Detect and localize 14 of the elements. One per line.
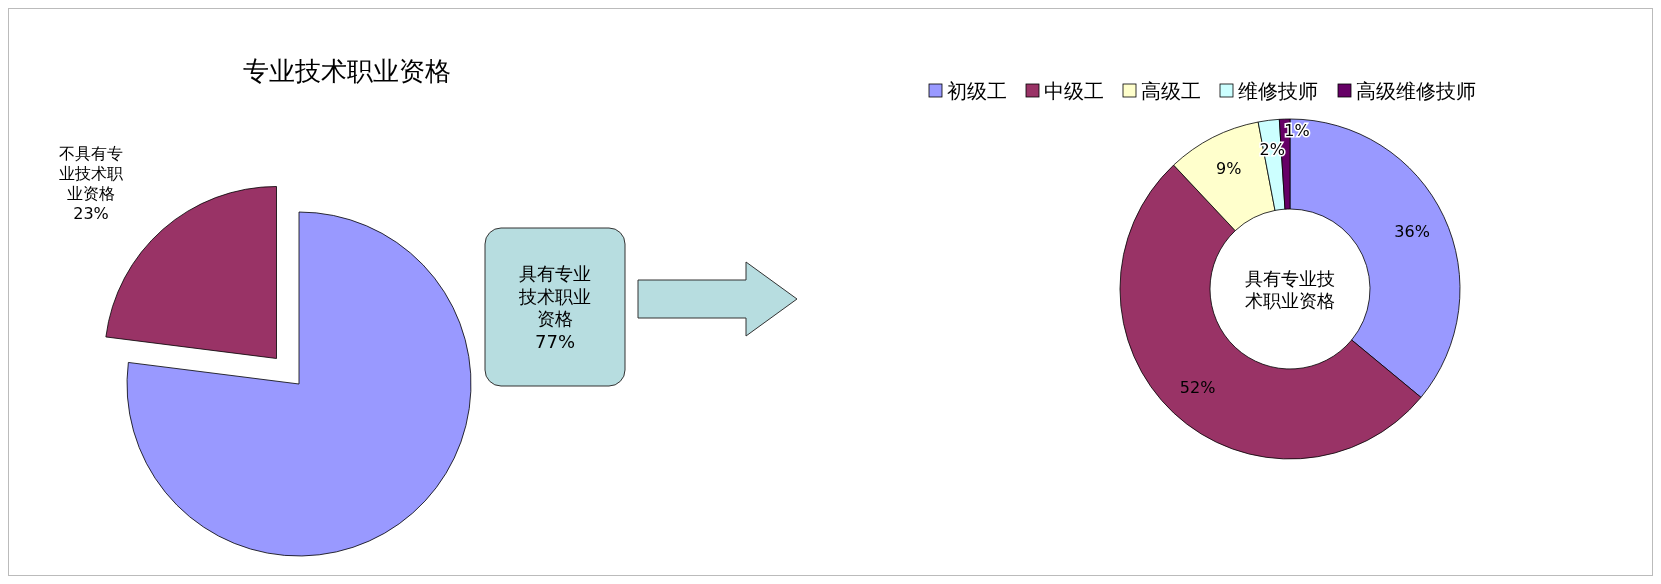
data-label: 23% [73,203,109,223]
slice-label: 具有专业技术职业资格 [518,262,591,329]
legend-label: 高级维修技师 [1356,79,1476,103]
legend-label: 初级工 [947,79,1007,103]
text: 具有专业技术职业资格 [1245,267,1335,311]
slice-label: 不具有专业技术职业资格 [59,143,123,203]
data-label: 77% [534,330,576,352]
chart-title: 专业技术职业资格 [243,56,451,86]
data-label: 52% [1179,377,1216,397]
data-label: 9% [1216,159,1242,179]
data-label: 36% [1394,222,1430,242]
legend-label: 高级工 [1141,79,1201,103]
legend-label: 中级工 [1044,79,1104,103]
legend-label: 维修技师 [1238,79,1318,103]
